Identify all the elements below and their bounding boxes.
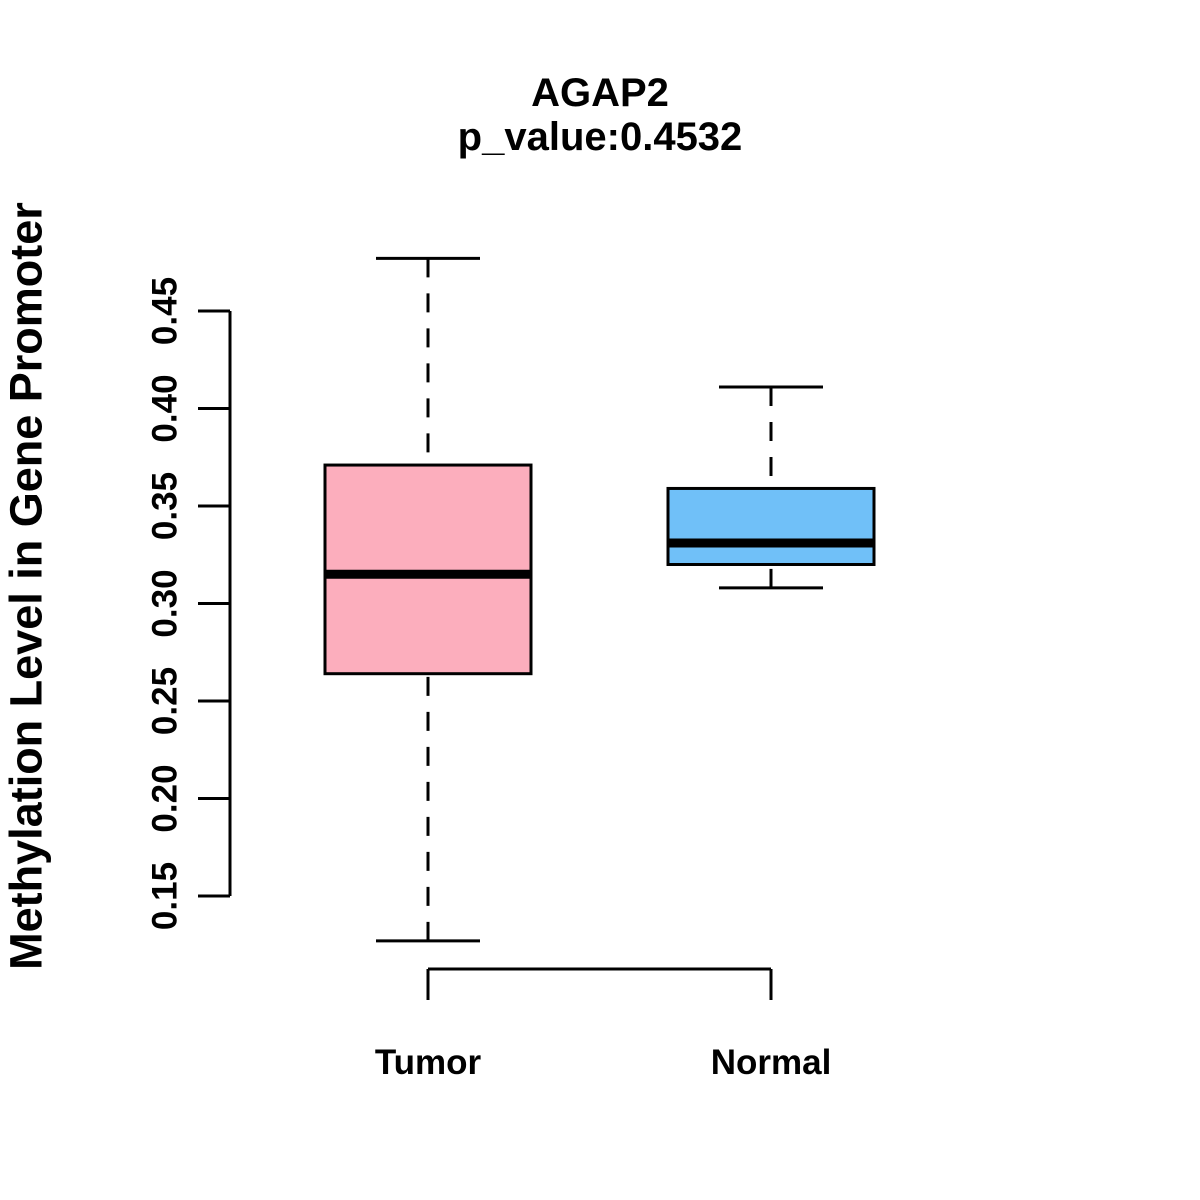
chart-subtitle: p_value:0.4532 bbox=[457, 115, 743, 159]
box-tumor bbox=[323, 463, 533, 676]
y-axis-tick-label: 0.45 bbox=[145, 277, 184, 345]
x-axis-label-normal: Normal bbox=[711, 1043, 832, 1082]
y-axis-tick-label: 0.35 bbox=[145, 472, 184, 540]
y-axis-tick-label: 0.30 bbox=[145, 569, 184, 637]
y-axis-tick-label: 0.15 bbox=[145, 862, 184, 930]
y-axis-tick-label: 0.40 bbox=[145, 374, 184, 442]
y-axis-tick-label: 0.25 bbox=[145, 667, 184, 735]
chart-title: AGAP2 bbox=[531, 71, 669, 115]
y-axis-tick-label: 0.20 bbox=[145, 764, 184, 832]
x-axis-label-tumor: Tumor bbox=[375, 1043, 482, 1082]
box-normal bbox=[666, 486, 876, 567]
